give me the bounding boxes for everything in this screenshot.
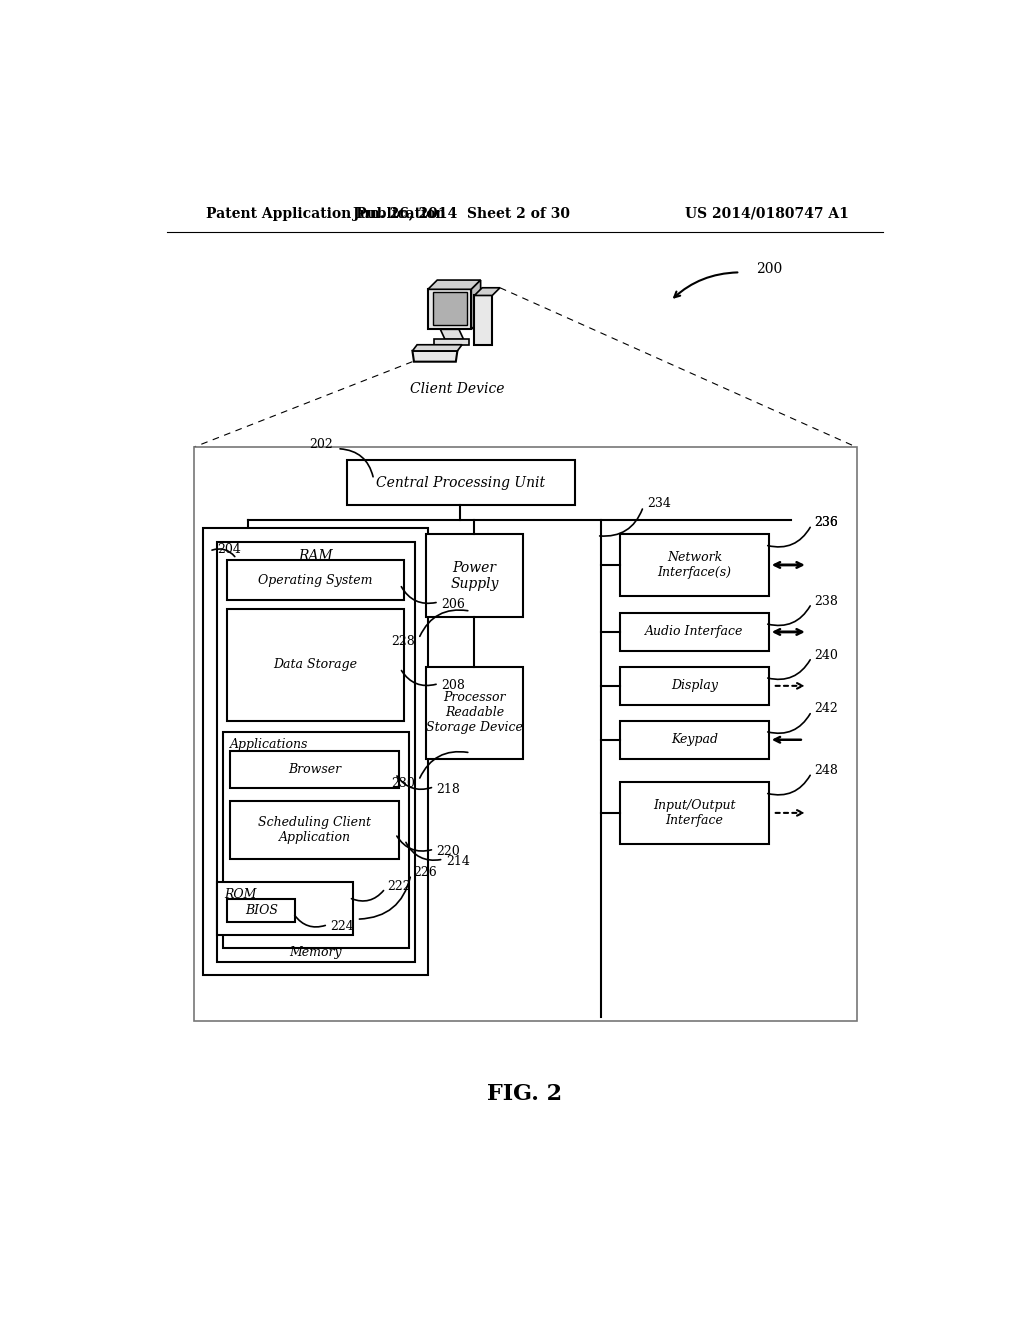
Text: 236: 236: [814, 516, 838, 529]
Text: 240: 240: [814, 648, 838, 661]
Polygon shape: [413, 351, 458, 362]
Text: Processor
Readable
Storage Device: Processor Readable Storage Device: [426, 692, 523, 734]
Text: ROM: ROM: [224, 888, 257, 902]
Text: Data Storage: Data Storage: [273, 657, 357, 671]
Polygon shape: [413, 345, 462, 351]
Text: Applications: Applications: [230, 738, 308, 751]
Polygon shape: [474, 296, 493, 345]
Text: 202: 202: [309, 438, 333, 451]
Polygon shape: [474, 288, 500, 296]
Text: 234: 234: [647, 496, 671, 510]
Bar: [621, 781, 769, 843]
Text: RAM: RAM: [298, 549, 333, 562]
Bar: [346, 461, 575, 506]
Bar: [194, 447, 856, 1020]
Text: 208: 208: [441, 680, 465, 693]
Text: 242: 242: [814, 702, 838, 715]
Text: BIOS: BIOS: [245, 904, 278, 917]
Text: 206: 206: [441, 598, 465, 611]
Bar: [426, 667, 523, 759]
Polygon shape: [434, 339, 469, 345]
Bar: [230, 751, 399, 788]
Polygon shape: [471, 280, 480, 330]
Text: Power
Supply: Power Supply: [451, 561, 499, 591]
Text: Memory: Memory: [289, 945, 342, 958]
Bar: [230, 801, 399, 859]
Text: 200: 200: [756, 261, 782, 276]
Bar: [621, 535, 769, 595]
Text: 204: 204: [217, 543, 241, 556]
Text: 238: 238: [814, 594, 838, 607]
Text: Keypad: Keypad: [671, 733, 718, 746]
Bar: [621, 667, 769, 705]
Polygon shape: [440, 330, 464, 339]
Text: Jun. 26, 2014  Sheet 2 of 30: Jun. 26, 2014 Sheet 2 of 30: [352, 207, 569, 220]
Text: Operating System: Operating System: [258, 574, 373, 587]
Text: 230: 230: [391, 777, 415, 791]
Text: 220: 220: [436, 845, 460, 858]
Bar: [227, 561, 403, 601]
Text: Browser: Browser: [288, 763, 341, 776]
Text: Display: Display: [671, 680, 718, 693]
Text: Client Device: Client Device: [411, 383, 505, 396]
Bar: [217, 543, 415, 961]
Text: FIG. 2: FIG. 2: [487, 1082, 562, 1105]
Text: US 2014/0180747 A1: US 2014/0180747 A1: [685, 207, 849, 220]
Text: Audio Interface: Audio Interface: [645, 626, 743, 639]
Bar: [217, 882, 352, 935]
Text: Input/Output
Interface: Input/Output Interface: [653, 799, 736, 826]
Text: 236: 236: [814, 516, 838, 529]
Text: Patent Application Publication: Patent Application Publication: [206, 207, 445, 220]
Bar: [203, 528, 428, 974]
Bar: [621, 721, 769, 759]
Polygon shape: [428, 289, 471, 330]
Text: 228: 228: [391, 635, 415, 648]
Bar: [222, 733, 409, 948]
Text: 214: 214: [445, 855, 470, 869]
Text: 226: 226: [414, 866, 437, 879]
Text: 248: 248: [814, 764, 838, 777]
Text: 224: 224: [331, 920, 354, 933]
Text: Network
Interface(s): Network Interface(s): [657, 550, 731, 579]
Bar: [227, 899, 295, 923]
Text: Central Processing Unit: Central Processing Unit: [376, 475, 545, 490]
Polygon shape: [428, 280, 480, 289]
Text: 218: 218: [436, 783, 461, 796]
Polygon shape: [432, 293, 467, 325]
Text: 222: 222: [388, 879, 412, 892]
Text: Scheduling Client
Application: Scheduling Client Application: [258, 816, 372, 843]
Bar: [227, 609, 403, 721]
Bar: [426, 535, 523, 618]
Bar: [621, 612, 769, 651]
